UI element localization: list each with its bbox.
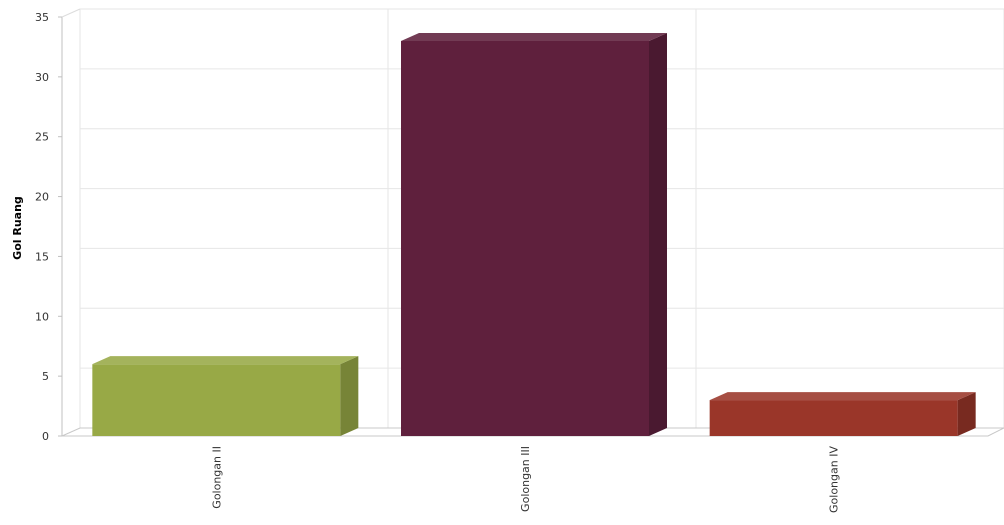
bar-front: [92, 364, 341, 436]
y-tick-label: 0: [42, 430, 49, 443]
bar-side: [340, 356, 359, 436]
bar-3: [709, 392, 976, 436]
x-category-label: Golongan IV: [828, 446, 841, 513]
y-tick-label: 20: [35, 191, 49, 204]
label-layer: 0 5 10 15 20 25 30 35 Golongan II Golongan III Gol…: [35, 11, 841, 513]
y-axis-title: Gol Ruang: [11, 196, 24, 260]
y-tick-label: 30: [35, 71, 49, 84]
bar-1: [92, 356, 359, 436]
bar-top: [709, 392, 976, 401]
bar-2: [401, 32, 667, 436]
y-tick-label: 25: [35, 131, 49, 144]
bar-front: [401, 40, 649, 436]
y-tick-label: 15: [35, 250, 49, 263]
y-tick-label: 10: [35, 310, 49, 323]
bar-front: [709, 400, 958, 436]
x-category-label: Golongan III: [519, 446, 532, 512]
bar-side: [957, 392, 976, 436]
bar-side: [649, 32, 667, 436]
y-tick-label: 5: [42, 370, 49, 383]
y-axis-depth-top: [61, 8, 81, 18]
bar-top: [92, 356, 359, 365]
bar-layer: [92, 32, 976, 436]
x-category-label: Golongan II: [210, 446, 223, 509]
y-tick-label: 35: [35, 11, 49, 24]
bar-top: [401, 32, 667, 41]
